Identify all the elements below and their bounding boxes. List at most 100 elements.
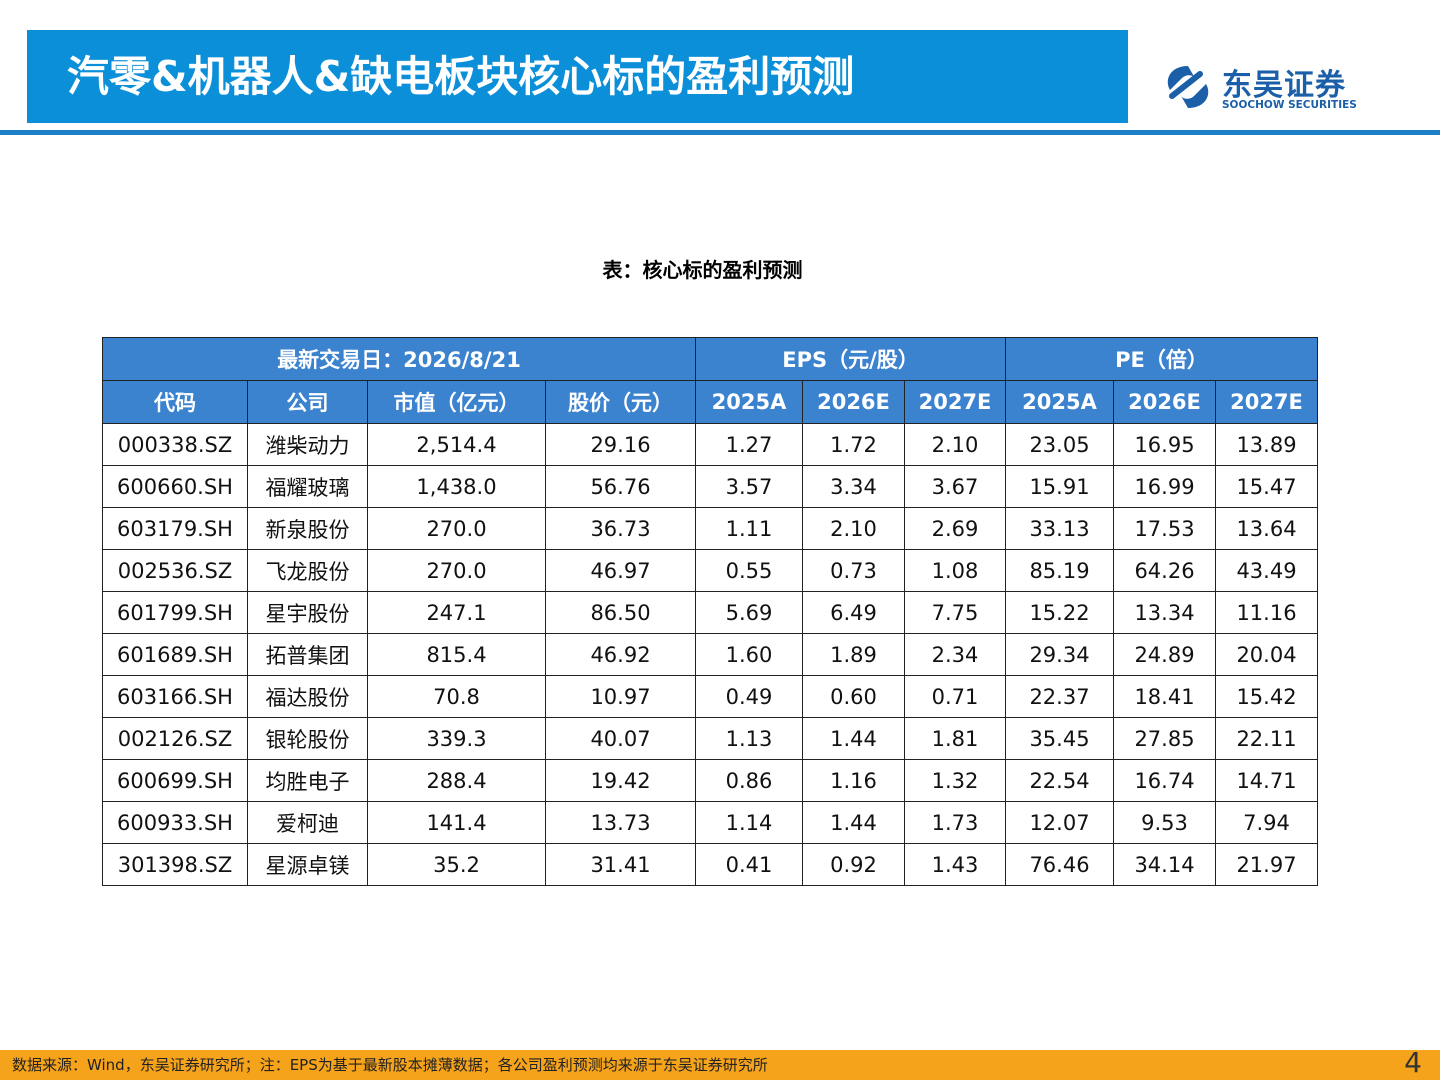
forecast-table: 最新交易日：2026/8/21 EPS（元/股） PE（倍） 代码 公司 市值（亿元） 股价… [102,337,1318,886]
table-cell: 飞龙股份 [247,549,368,592]
table-cell: 3.67 [904,465,1006,508]
table-cell: 18.41 [1113,675,1216,718]
table-cell: 34.14 [1113,843,1216,886]
table-cell: 601689.SH [102,633,248,676]
table-row: 601689.SH 拓普集团 815.4 46.92 1.60 1.89 2.34 29.34… [102,633,1318,676]
table-cell: 16.74 [1113,759,1216,802]
table-cell: 86.50 [545,591,696,634]
table-cell: 31.41 [545,843,696,886]
table-cell: 35.2 [367,843,546,886]
table-cell: 3.57 [695,465,803,508]
column-header: 代码 [102,380,248,424]
table-cell: 0.86 [695,759,803,802]
table-cell: 新泉股份 [247,507,368,550]
table-cell: 1.14 [695,801,803,844]
table-row: 601799.SH 星宇股份 247.1 86.50 5.69 6.49 7.75 15.22… [102,591,1318,634]
table-cell: 270.0 [367,549,546,592]
table-cell: 002126.SZ [102,717,248,760]
table-cell: 1.89 [802,633,905,676]
table-row: 600660.SH 福耀玻璃 1,438.0 56.76 3.57 3.34 3.67 15.… [102,465,1318,508]
table-row: 600699.SH 均胜电子 288.4 19.42 0.86 1.16 1.32 22.54… [102,759,1318,802]
table-cell: 85.19 [1005,549,1114,592]
table-cell: 0.55 [695,549,803,592]
table-cell: 603179.SH [102,507,248,550]
page-number: 4 [1404,1046,1422,1079]
logo-text: 东吴证券 [1222,68,1346,103]
table-cell: 29.34 [1005,633,1114,676]
table-cell: 13.64 [1215,507,1318,550]
table-cell: 64.26 [1113,549,1216,592]
table-cell: 46.92 [545,633,696,676]
table-row: 002126.SZ 银轮股份 339.3 40.07 1.13 1.44 1.81 35.45… [102,717,1318,760]
group-header: PE（倍） [1005,337,1318,381]
table-cell: 56.76 [545,465,696,508]
footer-bar: 数据来源：Wind，东吴证券研究所；注：EPS为基于最新股本摊薄数据；各公司盈利… [0,1046,1440,1080]
table-cell: 1,438.0 [367,465,546,508]
table-cell: 1.44 [802,717,905,760]
table-cell: 0.92 [802,843,905,886]
table-cell: 7.94 [1215,801,1318,844]
table-cell: 0.60 [802,675,905,718]
column-header: 2026E [1113,380,1216,424]
table-cell: 9.53 [1113,801,1216,844]
table-cell: 2.10 [802,507,905,550]
table-cell: 600933.SH [102,801,248,844]
table-cell: 0.73 [802,549,905,592]
table-cell: 1.73 [904,801,1006,844]
table-cell: 1.72 [802,423,905,466]
table-cell: 29.16 [545,423,696,466]
table-cell: 13.89 [1215,423,1318,466]
table-cell: 21.97 [1215,843,1318,886]
table-cell: 23.05 [1005,423,1114,466]
table-cell: 潍柴动力 [247,423,368,466]
table-cell: 13.34 [1113,591,1216,634]
source-note: 数据来源：Wind，东吴证券研究所；注：EPS为基于最新股本摊薄数据；各公司盈利… [12,1056,768,1074]
group-header: EPS（元/股） [695,337,1006,381]
table-cell: 601799.SH [102,591,248,634]
table-cell: 1.08 [904,549,1006,592]
header-rule [0,130,1440,135]
table-cell: 1.16 [802,759,905,802]
slide-title: 汽零&机器人&缺电板块核心标的盈利预测 [67,52,855,101]
table-cell: 11.16 [1215,591,1318,634]
table-cell: 141.4 [367,801,546,844]
table-cell: 2.69 [904,507,1006,550]
table-cell: 1.60 [695,633,803,676]
table-cell: 均胜电子 [247,759,368,802]
table-row: 603179.SH 新泉股份 270.0 36.73 1.11 2.10 2.69 33.13… [102,507,1318,550]
table-cell: 7.75 [904,591,1006,634]
group-header: 最新交易日：2026/8/21 [102,337,696,381]
table-cell: 270.0 [367,507,546,550]
table-cell: 20.04 [1215,633,1318,676]
table-cell: 24.89 [1113,633,1216,676]
table-cell: 银轮股份 [247,717,368,760]
column-header: 市值（亿元） [367,380,546,424]
table-cell: 22.11 [1215,717,1318,760]
table-cell: 1.32 [904,759,1006,802]
table-cell: 15.22 [1005,591,1114,634]
table-cell: 星源卓镁 [247,843,368,886]
table-cell: 16.99 [1113,465,1216,508]
table-cell: 1.43 [904,843,1006,886]
table-cell: 288.4 [367,759,546,802]
table-cell: 12.07 [1005,801,1114,844]
table-cell: 43.49 [1215,549,1318,592]
table-cell: 福耀玻璃 [247,465,368,508]
table-cell: 76.46 [1005,843,1114,886]
column-header: 股价（元） [545,380,696,424]
table-cell: 爱柯迪 [247,801,368,844]
table-row: 603166.SH 福达股份 70.8 10.97 0.49 0.60 0.71 22.37 1… [102,675,1318,718]
column-header: 公司 [247,380,368,424]
table-cell: 1.44 [802,801,905,844]
table-cell: 603166.SH [102,675,248,718]
table-cell: 0.71 [904,675,1006,718]
table-cell: 247.1 [367,591,546,634]
table-cell: 000338.SZ [102,423,248,466]
table-cell: 10.97 [545,675,696,718]
table-cell: 5.69 [695,591,803,634]
table-cell: 600699.SH [102,759,248,802]
table-cell: 0.41 [695,843,803,886]
table-cell: 16.95 [1113,423,1216,466]
table-row: 000338.SZ 潍柴动力 2,514.4 29.16 1.27 1.72 2.10 23.… [102,423,1318,466]
logo-icon [1167,66,1209,108]
